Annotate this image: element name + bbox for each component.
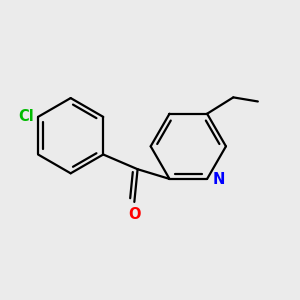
Text: Cl: Cl xyxy=(18,110,34,124)
Text: N: N xyxy=(213,172,225,187)
Text: O: O xyxy=(128,207,141,222)
